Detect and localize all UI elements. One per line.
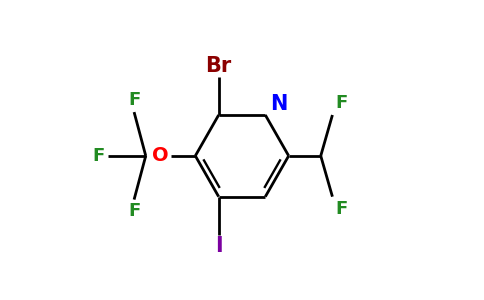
Text: F: F [335, 200, 348, 217]
Text: O: O [152, 146, 169, 165]
Text: I: I [215, 236, 223, 256]
Text: N: N [270, 94, 287, 113]
Text: F: F [128, 91, 140, 109]
Text: Br: Br [206, 56, 232, 76]
Text: F: F [335, 94, 348, 112]
Text: F: F [92, 147, 105, 165]
Text: F: F [128, 202, 140, 220]
